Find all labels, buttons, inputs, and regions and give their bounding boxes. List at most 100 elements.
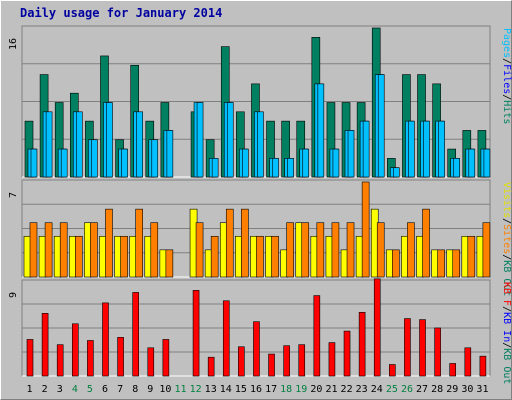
bar-bottom-kb-f-day-4 [71,323,79,377]
x-tick-label-11: 11 [174,384,186,395]
legend-item-visits: Visits [501,182,512,218]
bar-bottom-kb-f-day-2 [41,313,49,377]
legend-item-kb-out: KB Out [501,348,512,384]
x-tick-label-4: 4 [72,384,78,395]
x-tick-label-20: 20 [310,384,322,395]
bar-top-pages-day-2 [45,111,53,178]
bar-bottom-kb-f-day-28 [434,327,441,377]
x-tick-label-29: 29 [446,384,458,395]
bar-middle-sites-day-22 [346,222,355,278]
bar-bottom-kb-f-day-6 [102,302,109,377]
bar-middle-sites-day-30 [467,235,476,278]
bar-top-pages-day-28 [438,120,445,178]
bar-top-pages-day-31 [483,148,491,178]
legend-item-kb-in: KB In [501,312,512,342]
bar-middle-sites-day-8 [135,208,143,278]
x-tick-label-1: 1 [27,384,33,395]
bar-top-pages-day-20 [317,83,325,178]
bar-bottom-kb-f-day-19 [298,344,306,377]
bar-middle-sites-day-14 [225,208,234,278]
bar-bottom-kb-f-day-20 [313,295,321,377]
x-tick-label-3: 3 [57,384,63,395]
bar-middle-sites-day-13 [210,235,219,278]
bar-middle-sites-day-23 [361,181,370,278]
bar-middle-sites-day-25 [392,249,400,278]
bar-top-pages-day-24 [377,74,385,178]
bar-bottom-kb-f-day-23 [358,311,366,377]
x-tick-label-27: 27 [416,384,428,395]
bar-top-pages-day-27 [423,120,430,178]
bar-bottom-kb-f-day-12 [192,290,200,377]
x-tick-label-25: 25 [386,384,398,395]
panel-bottom-ymax-label: 9 [8,292,19,298]
bar-top-pages-day-26 [408,120,415,178]
panel-bottom-legend: KB F/KB In/KB Out [501,282,512,384]
x-tick-label-2: 2 [42,384,48,395]
bar-middle-sites-day-21 [331,222,340,278]
bar-bottom-kb-f-day-10 [162,339,170,377]
bar-middle-sites-day-12 [195,222,204,278]
x-tick-label-30: 30 [461,384,473,395]
bar-bottom-kb-f-day-31 [479,355,487,377]
bar-top-pages-day-6 [106,102,113,178]
legend-item-hits: Hits [501,100,512,124]
bar-bottom-kb-f-day-3 [56,344,64,377]
x-tick-label-15: 15 [235,384,247,395]
bar-middle-sites-day-28 [437,249,445,278]
bar-middle-sites-day-15 [241,208,249,278]
x-tick-label-16: 16 [250,384,262,395]
x-tick-label-8: 8 [132,384,138,395]
bar-bottom-kb-f-day-7 [117,337,124,377]
legend-item-sites: Sites [501,224,512,254]
bar-top-pages-day-7 [121,148,128,178]
panel-top-legend: Pages/Files/Hits [501,28,512,124]
bar-bottom-kb-f-day-16 [253,321,260,377]
bar-middle-sites-day-16 [256,235,264,278]
x-tick-label-17: 17 [265,384,277,395]
bar-top-pages-day-23 [362,120,370,178]
x-tick-label-10: 10 [159,384,171,395]
bar-top-pages-day-3 [60,148,68,178]
bar-top-pages-day-10 [166,130,174,178]
bar-middle-sites-day-27 [422,208,430,278]
x-tick-label-18: 18 [280,384,292,395]
bar-top-pages-day-5 [91,139,98,178]
bar-middle-sites-day-26 [407,222,415,278]
x-tick-label-13: 13 [205,384,217,395]
bar-top-pages-day-1 [30,148,38,178]
bar-top-pages-day-18 [287,158,294,178]
bar-top-pages-day-29 [453,158,461,178]
bar-bottom-kb-f-day-9 [147,347,155,377]
x-tick-label-22: 22 [341,384,353,395]
bar-top-pages-day-25 [393,167,400,178]
x-tick-label-9: 9 [147,384,153,395]
x-tick-label-14: 14 [220,384,232,395]
x-tick-label-26: 26 [401,384,413,395]
legend-item-files: Files [501,64,512,94]
bar-middle-sites-day-7 [120,235,128,278]
chart-title: Daily usage for January 2014 [20,6,223,20]
bar-middle-sites-day-20 [316,222,325,278]
legend-separator: / [501,58,512,64]
bar-top-pages-day-16 [257,111,264,178]
legend-separator: / [501,254,512,260]
bar-middle-sites-day-9 [150,222,159,278]
bar-middle-sites-day-29 [452,249,461,278]
legend-separator: / [501,94,512,100]
x-tick-label-23: 23 [356,384,368,395]
bar-middle-sites-day-10 [165,249,174,278]
bar-middle-sites-day-1 [29,222,38,278]
bar-top-pages-day-21 [332,148,340,178]
bar-top-pages-day-4 [75,111,83,178]
bar-top-pages-day-8 [136,111,143,178]
bar-bottom-kb-f-day-25 [389,364,396,377]
bar-bottom-kb-f-day-27 [419,319,426,377]
bar-middle-sites-day-6 [105,208,113,278]
bar-top-pages-day-30 [468,148,476,178]
bar-bottom-kb-f-day-24 [373,278,381,377]
bar-bottom-kb-f-day-30 [464,347,472,377]
bar-bottom-kb-f-day-17 [268,353,275,377]
bar-bottom-kb-f-day-21 [328,342,336,377]
bar-bottom-kb-f-day-8 [132,292,139,377]
